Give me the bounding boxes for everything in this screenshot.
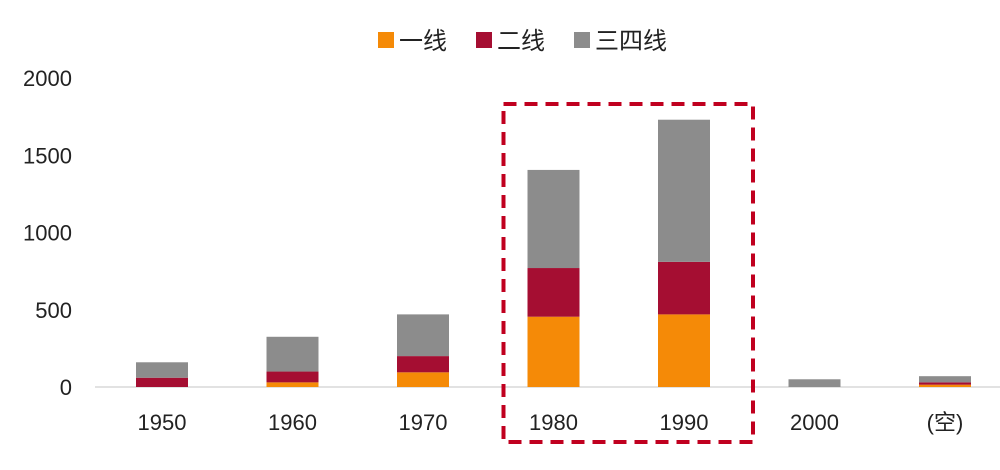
y-tick-label: 0 <box>60 375 72 400</box>
legend-swatch <box>574 32 590 48</box>
y-axis: 0 500 1000 1500 2000 <box>23 66 72 400</box>
legend-swatch <box>476 32 492 48</box>
bar-segment-1950-3 <box>136 362 188 378</box>
bar-segment-1970-2 <box>397 356 449 373</box>
legend-label: 三四线 <box>595 27 667 55</box>
bar-segment-(空)-3 <box>919 376 971 383</box>
y-tick-label: 1500 <box>23 143 72 168</box>
bar-segment-1960-2 <box>266 371 319 383</box>
bar-segment-1990-3 <box>658 119 710 262</box>
bar-segment-1980-3 <box>527 169 580 269</box>
bar-segment-1980-1 <box>527 316 580 387</box>
bar-segment-1970-1 <box>397 372 449 387</box>
bar-segment-(空)-2 <box>919 382 971 385</box>
y-tick-label: 500 <box>35 298 72 323</box>
bar-segment-(空)-1 <box>919 384 971 387</box>
legend: 一线 二线 三四线 <box>378 27 667 55</box>
bar-segment-1990-2 <box>658 261 710 315</box>
legend-label: 二线 <box>497 27 545 55</box>
bars <box>136 119 971 387</box>
legend-swatch <box>378 32 394 48</box>
x-axis: 1950 1960 1970 1980 1990 2000 (空) <box>138 410 964 435</box>
bar-segment-1990-1 <box>658 314 710 387</box>
x-tick-label: 1960 <box>268 410 317 435</box>
bar-segment-1960-1 <box>266 382 319 387</box>
bar-segment-1950-2 <box>136 377 188 387</box>
x-tick-label: 1990 <box>660 410 709 435</box>
bar-segment-1970-3 <box>397 314 449 357</box>
y-tick-label: 1000 <box>23 221 72 246</box>
x-tick-label: 1970 <box>399 410 448 435</box>
legend-label: 一线 <box>399 27 447 55</box>
x-tick-label: 1950 <box>138 410 187 435</box>
bar-segment-1960-3 <box>266 336 319 372</box>
bar-segment-2000-3 <box>788 379 841 387</box>
x-tick-label: 1980 <box>529 410 578 435</box>
x-tick-label: (空) <box>927 410 964 435</box>
bar-segment-1980-2 <box>527 268 580 317</box>
y-tick-label: 2000 <box>23 66 72 91</box>
x-tick-label: 2000 <box>790 410 839 435</box>
